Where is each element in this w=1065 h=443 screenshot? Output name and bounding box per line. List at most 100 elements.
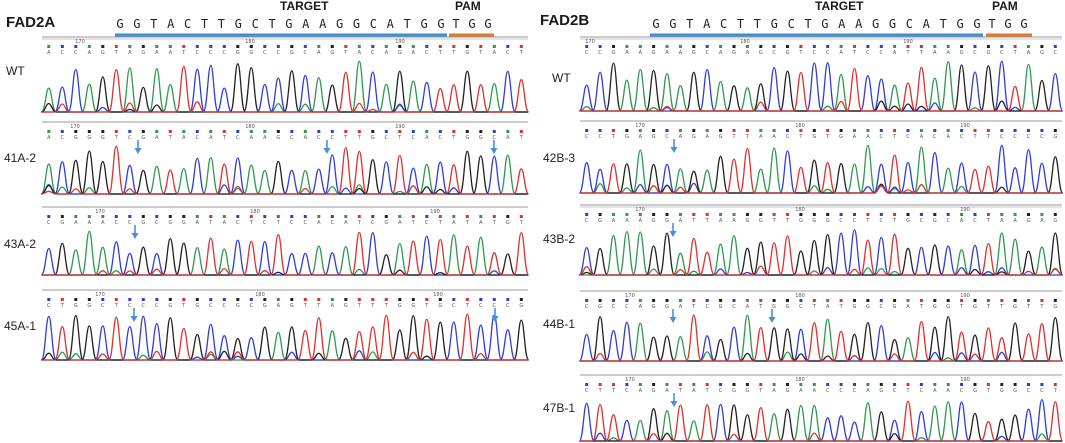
base-call-marker [411,215,415,218]
base-call-marker [465,215,469,218]
position-tick-label: 170 [625,293,635,299]
base-call-letter: C [142,303,146,309]
base-call-marker [1053,45,1057,48]
base-call-letter: A [128,50,132,56]
base-call-marker [195,298,199,301]
chromatogram-track: 170 180 190 C G C C A G G A T C G C A T G G C T A T G G C G A T G G T G T… [578,290,1064,362]
sequence-letter: T [737,17,744,31]
position-tick-label: 170 [75,39,85,45]
sequence-letter: C [788,17,795,31]
base-call-marker [665,383,669,386]
base-call-marker [799,129,803,132]
base-call-marker [141,45,145,48]
base-call-marker [719,45,723,48]
base-call-letter: C [317,135,321,141]
base-call-letter: C [236,135,240,141]
base-call-marker [612,129,615,132]
base-call-marker [1053,213,1057,216]
base-call-marker [585,45,589,48]
base-call-marker [290,298,294,301]
base-call-marker [893,213,897,216]
base-call-letter: G [74,303,78,309]
base-call-marker [465,130,469,133]
base-call-marker [705,383,709,386]
base-call-letter: C [425,220,429,226]
base-call-marker [879,45,883,48]
base-call-letter: A [196,220,200,226]
base-call-marker [357,215,361,218]
base-call-letter: G [1013,304,1017,310]
base-call-marker [438,215,442,218]
base-call-marker [665,129,669,132]
base-call-marker [812,45,816,48]
base-call-letter: T [999,304,1004,310]
base-call-marker [290,215,294,218]
base-call-letter: T [678,388,683,394]
base-call-letter: A [155,50,159,56]
base-call-letter: A [493,50,497,56]
base-call-letter: G [745,388,749,394]
base-call-letter: T [825,134,830,140]
base-call-letter: C [223,50,227,56]
sequence-letter: A [923,17,931,31]
base-call-letter: G [479,135,483,141]
base-call-letter: C [799,304,803,310]
base-call-letter: C [585,50,589,56]
base-call-letter: G [276,135,280,141]
base-call-marker [906,213,910,216]
base-call-letter: A [853,134,857,140]
base-call-marker [839,45,843,48]
base-call-marker [893,383,897,386]
base-call-letter: G [465,135,469,141]
base-call-letter: G [732,388,736,394]
base-call-marker [625,45,629,48]
base-call-marker [1040,383,1044,386]
base-call-marker [438,130,442,133]
base-call-marker [786,299,789,302]
base-call-letter: G [344,303,348,309]
base-call-marker [759,45,763,48]
sequence-letter: T [804,17,811,31]
sequence-letter: G [821,17,828,31]
base-call-marker [692,45,696,48]
base-call-letter: G [853,304,857,310]
base-call-marker [946,383,950,386]
base-call-marker [652,299,656,302]
base-call-marker [195,130,199,133]
base-call-letter: A [799,388,803,394]
base-call-marker [60,215,64,218]
base-call-marker [853,213,856,216]
base-call-letter: T [114,135,119,141]
base-call-letter: A [182,135,186,141]
base-call-marker [906,45,910,48]
sequence-letter: T [150,17,157,31]
base-call-letter: G [946,304,950,310]
base-call-marker [786,129,789,132]
base-call-marker [87,130,91,133]
base-call-marker [692,299,696,302]
base-call-letter: T [905,388,910,394]
base-call-marker [384,215,388,218]
base-call-letter: A [385,50,389,56]
base-call-letter: T [798,50,803,56]
base-call-marker [745,45,749,48]
base-call-letter: T [316,303,321,309]
base-call-marker [182,45,186,48]
base-call-letter: C [155,303,159,309]
base-call-letter: C [585,304,589,310]
base-call-letter: T [438,220,443,226]
base-call-letter: A [1000,218,1004,224]
base-call-letter: A [625,50,629,56]
base-call-marker [812,213,816,216]
base-call-letter: G [1027,218,1031,224]
base-call-letter: G [1040,50,1044,56]
base-call-marker [141,298,145,301]
base-call-letter: A [705,134,709,140]
base-call-marker [222,130,226,133]
sequence-letter: G [1020,17,1027,31]
sequence-letter: T [201,17,208,31]
base-call-letter: G [839,134,843,140]
base-call-marker [249,45,253,48]
base-call-marker [74,45,78,48]
